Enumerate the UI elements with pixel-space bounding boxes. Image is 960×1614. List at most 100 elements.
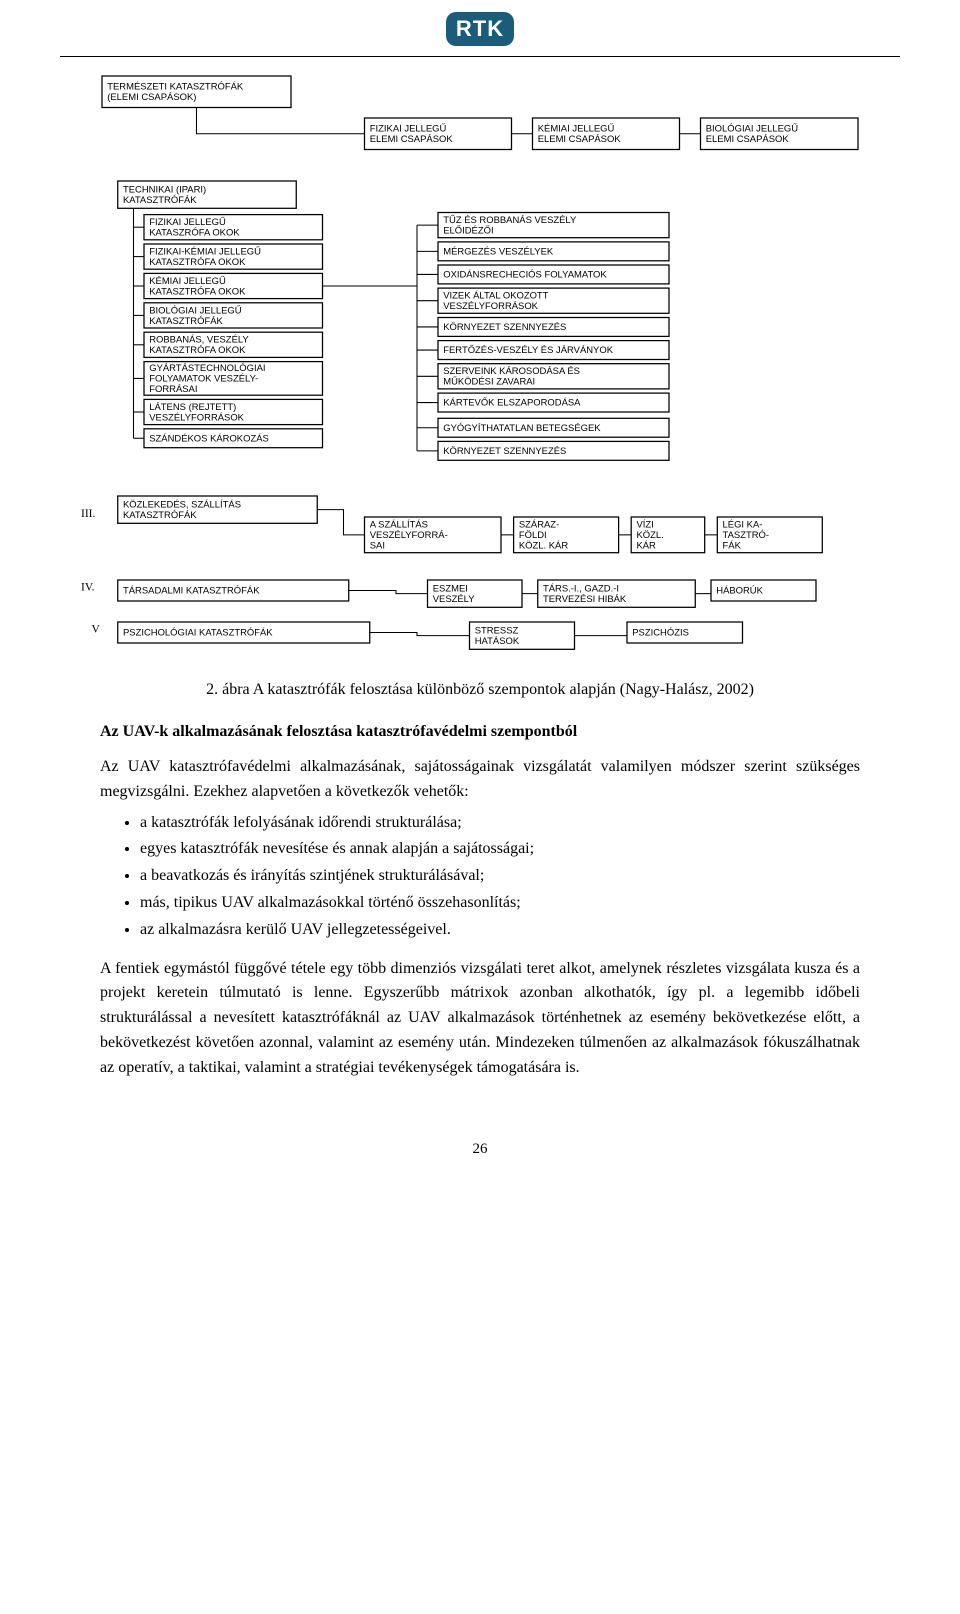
svg-text:PSZICHÓZIS: PSZICHÓZIS: [632, 628, 689, 639]
bullet-item: a katasztrófák lefolyásának időrendi str…: [140, 811, 860, 836]
logo-text: RTK: [446, 12, 514, 46]
diagram-node-n14: KÖZLEKEDÉS, SZÁLLÍTÁSKATASZTRÓFÁK: [118, 496, 318, 523]
svg-text:ESZMEI: ESZMEI: [433, 584, 468, 595]
svg-text:KATASZTRÓFÁK: KATASZTRÓFÁK: [149, 316, 223, 327]
svg-text:FIZIKAI JELLEGŰ: FIZIKAI JELLEGŰ: [149, 217, 226, 228]
svg-text:KÉMIAI JELLEGŰ: KÉMIAI JELLEGŰ: [149, 276, 226, 287]
diagram-svg: TERMÉSZETI KATASZTRÓFÁK(ELEMI CSAPÁSOK) F…: [60, 75, 900, 665]
diagram-node-t3: HÁBORÚK: [711, 580, 816, 601]
svg-text:(ELEMI CSAPÁSOK): (ELEMI CSAPÁSOK): [107, 92, 196, 103]
diagram-node-s1: A SZÁLLÍTÁSVESZÉLYFORRÁ-SAI: [365, 517, 502, 553]
svg-text:MŰKÖDÉSI ZAVARAI: MŰKÖDÉSI ZAVARAI: [443, 377, 535, 388]
svg-text:OXIDÁNSRECHECIÓS FOLYAMATOK: OXIDÁNSRECHECIÓS FOLYAMATOK: [443, 270, 607, 281]
diagram-node-n13: SZÁNDÉKOS KÁROKOZÁS: [144, 429, 323, 448]
page-number: 26: [0, 1141, 960, 1198]
connector: [317, 510, 364, 535]
diagram-node-r10: KÖRNYEZET SZENNYEZÉS: [438, 441, 669, 460]
header-rule: [60, 56, 900, 57]
svg-text:FIZIKAI JELLEGŰ: FIZIKAI JELLEGŰ: [370, 124, 447, 135]
diagram-node-n2: FIZIKAI JELLEGŰELEMI CSAPÁSOK: [365, 118, 512, 150]
svg-text:ELEMI CSAPÁSOK: ELEMI CSAPÁSOK: [370, 134, 454, 145]
diagram-node-n12: LÁTENS (REJTETT)VESZÉLYFORRÁSOK: [144, 399, 323, 424]
svg-text:FIZIKAI-KÉMIAI JELLEGŰ: FIZIKAI-KÉMIAI JELLEGŰ: [149, 247, 261, 258]
svg-text:FERTŐZÉS-VESZÉLY ÉS JÁRVÁNYOK: FERTŐZÉS-VESZÉLY ÉS JÁRVÁNYOK: [443, 345, 613, 356]
classification-diagram: TERMÉSZETI KATASZTRÓFÁK(ELEMI CSAPÁSOK) F…: [60, 75, 900, 665]
svg-text:KÉMIAI JELLEGŰ: KÉMIAI JELLEGŰ: [538, 124, 615, 135]
svg-text:FÁK: FÁK: [723, 541, 742, 552]
diagram-node-n6: FIZIKAI JELLEGŰKATASZRÓFA OKOK: [144, 215, 323, 240]
diagram-node-p2: PSZICHÓZIS: [627, 622, 743, 643]
svg-text:FÖLDI: FÖLDI: [519, 530, 547, 541]
diagram-node-s4: LÉGI KA-TASZTRÓ-FÁK: [717, 517, 822, 553]
svg-text:KÖZLEKEDÉS, SZÁLLÍTÁS: KÖZLEKEDÉS, SZÁLLÍTÁS: [123, 500, 241, 511]
svg-text:LÉGI KA-: LÉGI KA-: [723, 520, 763, 531]
svg-text:TŰZ ÉS ROBBANÁS VESZÉLY: TŰZ ÉS ROBBANÁS VESZÉLY: [443, 215, 577, 226]
diagram-node-n7: FIZIKAI-KÉMIAI JELLEGŰKATASZTRÓFA OKOK: [144, 244, 323, 269]
svg-text:VIZEK ÁLTAL OKOZOTT: VIZEK ÁLTAL OKOZOTT: [443, 291, 548, 302]
diagram-node-t2: TÁRS.-I., GAZD.-ITERVEZÉSI HIBÁK: [538, 580, 696, 607]
svg-text:VESZÉLYFORRÁSOK: VESZÉLYFORRÁSOK: [149, 412, 244, 423]
svg-text:VESZÉLYFORRÁSOK: VESZÉLYFORRÁSOK: [443, 301, 538, 312]
svg-text:GYÁRTÁSTECHNOLÓGIAI: GYÁRTÁSTECHNOLÓGIAI: [149, 363, 265, 374]
svg-text:KÖZL. KÁR: KÖZL. KÁR: [519, 541, 568, 552]
svg-text:KÁR: KÁR: [636, 541, 656, 552]
svg-text:PSZICHOLÓGIAI KATASZTRÓFÁK: PSZICHOLÓGIAI KATASZTRÓFÁK: [123, 628, 273, 639]
svg-text:A SZÁLLÍTÁS: A SZÁLLÍTÁS: [370, 520, 428, 531]
svg-text:KATASZTRÓFA OKOK: KATASZTRÓFA OKOK: [149, 345, 246, 356]
svg-text:SZERVEINK KÁROSODÁSA ÉS: SZERVEINK KÁROSODÁSA ÉS: [443, 366, 580, 377]
roman-mark-III: III.: [81, 508, 96, 520]
bullet-item: más, tipikus UAV alkalmazásokkal történő…: [140, 891, 860, 916]
diagram-node-p1: STRESSZHATÁSOK: [470, 622, 575, 649]
svg-text:KATASZTRÓFÁK: KATASZTRÓFÁK: [123, 195, 197, 206]
diagram-node-r9: GYÓGYÍTHATATLAN BETEGSÉGEK: [438, 418, 669, 437]
diagram-node-r6: FERTŐZÉS-VESZÉLY ÉS JÁRVÁNYOK: [438, 341, 669, 360]
svg-text:HÁBORÚK: HÁBORÚK: [716, 586, 763, 597]
diagram-node-s2: SZÁRAZ-FÖLDIKÖZL. KÁR: [514, 517, 619, 553]
svg-text:SZÁRAZ-: SZÁRAZ-: [519, 520, 559, 531]
svg-text:HATÁSOK: HATÁSOK: [475, 636, 520, 647]
svg-text:SAI: SAI: [370, 541, 385, 552]
header-logo: RTK: [0, 0, 960, 52]
diagram-node-r4: VIZEK ÁLTAL OKOZOTTVESZÉLYFORRÁSOK: [438, 288, 669, 313]
bullet-item: az alkalmazásra kerülő UAV jellegzetessé…: [140, 918, 860, 943]
svg-text:SZÁNDÉKOS KÁROKOZÁS: SZÁNDÉKOS KÁROKOZÁS: [149, 433, 269, 444]
connector: [197, 108, 365, 134]
svg-text:ELEMI CSAPÁSOK: ELEMI CSAPÁSOK: [538, 134, 622, 145]
connector: [370, 633, 470, 636]
svg-text:STRESSZ: STRESSZ: [475, 626, 519, 637]
svg-text:LÁTENS (REJTETT): LÁTENS (REJTETT): [149, 402, 236, 413]
figure-caption: 2. ábra A katasztrófák felosztása különb…: [100, 681, 860, 699]
svg-text:KÖZL.: KÖZL.: [636, 530, 663, 541]
svg-text:TÁRSADALMI KATASZTRÓFÁK: TÁRSADALMI KATASZTRÓFÁK: [123, 586, 260, 597]
svg-text:FOLYAMATOK VESZÉLY-: FOLYAMATOK VESZÉLY-: [149, 374, 258, 385]
section-title: Az UAV-k alkalmazásának felosztása katas…: [100, 723, 860, 741]
roman-mark-IV: IV.: [81, 582, 95, 594]
svg-text:TECHNIKAI (IPARI): TECHNIKAI (IPARI): [123, 185, 206, 196]
diagram-node-n11: GYÁRTÁSTECHNOLÓGIAIFOLYAMATOK VESZÉLY-FO…: [144, 362, 323, 396]
diagram-node-r2: MÉRGEZÉS VESZÉLYEK: [438, 242, 669, 261]
svg-text:KATASZTRÓFA OKOK: KATASZTRÓFA OKOK: [149, 257, 246, 268]
svg-text:BIOLÓGIAI JELLEGŰ: BIOLÓGIAI JELLEGŰ: [149, 305, 241, 316]
intro-paragraph: Az UAV katasztrófavédelmi alkalmazásának…: [100, 755, 860, 805]
diagram-node-r1: TŰZ ÉS ROBBANÁS VESZÉLYELŐIDÉZŐI: [438, 213, 669, 238]
svg-text:VESZÉLYFORRÁ-: VESZÉLYFORRÁ-: [370, 530, 448, 541]
diagram-node-s3: VÍZIKÖZL.KÁR: [631, 517, 705, 553]
svg-text:TERVEZÉSI HIBÁK: TERVEZÉSI HIBÁK: [543, 594, 627, 605]
svg-text:TASZTRÓ-: TASZTRÓ-: [723, 530, 769, 541]
svg-text:KÁRTEVŐK ELSZAPORODÁSA: KÁRTEVŐK ELSZAPORODÁSA: [443, 398, 581, 409]
diagram-node-n1: TERMÉSZETI KATASZTRÓFÁK(ELEMI CSAPÁSOK): [102, 76, 291, 108]
bullet-item: a beavatkozás és irányítás szintjének st…: [140, 864, 860, 889]
svg-text:BIOLÓGIAI JELLEGŰ: BIOLÓGIAI JELLEGŰ: [706, 124, 798, 135]
diagram-node-n15: TÁRSADALMI KATASZTRÓFÁK: [118, 580, 349, 601]
svg-text:KATASZRÓFA OKOK: KATASZRÓFA OKOK: [149, 228, 240, 239]
diagram-node-n4: BIOLÓGIAI JELLEGŰELEMI CSAPÁSOK: [701, 118, 859, 150]
diagram-node-n10: ROBBANÁS, VESZÉLYKATASZTRÓFA OKOK: [144, 332, 323, 357]
diagram-node-n5: TECHNIKAI (IPARI)KATASZTRÓFÁK: [118, 181, 297, 208]
diagram-node-r3: OXIDÁNSRECHECIÓS FOLYAMATOK: [438, 265, 669, 284]
svg-text:ROBBANÁS, VESZÉLY: ROBBANÁS, VESZÉLY: [149, 335, 249, 346]
svg-text:KATASZTRÓFÁK: KATASZTRÓFÁK: [123, 510, 197, 521]
svg-text:ELEMI CSAPÁSOK: ELEMI CSAPÁSOK: [706, 134, 790, 145]
svg-text:GYÓGYÍTHATATLAN BETEGSÉGEK: GYÓGYÍTHATATLAN BETEGSÉGEK: [443, 423, 601, 434]
svg-text:MÉRGEZÉS VESZÉLYEK: MÉRGEZÉS VESZÉLYEK: [443, 247, 554, 258]
svg-text:TERMÉSZETI KATASZTRÓFÁK: TERMÉSZETI KATASZTRÓFÁK: [107, 82, 244, 93]
